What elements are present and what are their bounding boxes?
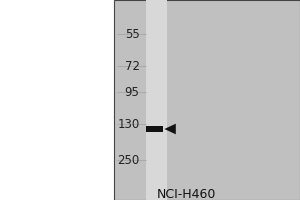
Text: NCI-H460: NCI-H460 (156, 188, 216, 200)
Bar (114, 0, 300, 200)
Bar (146, 126, 163, 132)
Bar (146, 0, 167, 200)
Text: 95: 95 (124, 86, 140, 98)
Text: 55: 55 (125, 27, 140, 40)
Text: 72: 72 (124, 60, 140, 72)
Polygon shape (164, 124, 176, 134)
Text: 130: 130 (117, 117, 140, 130)
Text: 250: 250 (117, 154, 140, 166)
